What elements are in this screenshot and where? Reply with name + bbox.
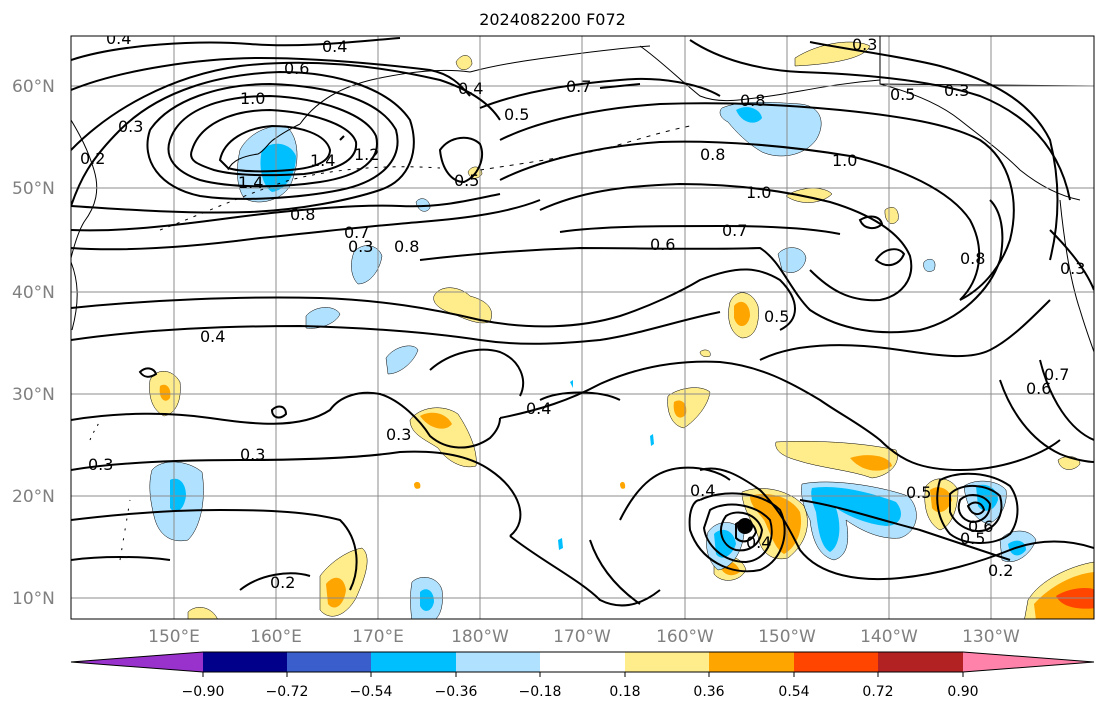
contour-label: 0.8 <box>290 205 315 224</box>
tropical-cyclone-marker <box>737 518 753 534</box>
lon-label: 170°E <box>352 627 404 647</box>
colorbar-tick-label: 0.72 <box>862 684 893 700</box>
lat-label: 50°N <box>12 179 55 199</box>
graticule <box>71 36 1094 619</box>
lat-label: 60°N <box>12 77 55 97</box>
contour-label: 0.5 <box>890 85 915 104</box>
latitude-labels: 60°N 50°N 40°N 30°N 20°N 10°N <box>12 77 55 609</box>
positive-shading <box>149 41 1094 619</box>
contour-label: 0.4 <box>690 481 715 500</box>
contour-label: 0.5 <box>960 529 985 548</box>
contour-label: 0.3 <box>1060 259 1085 278</box>
colorbar-max-extension <box>963 652 1094 672</box>
contour-label: 1.0 <box>832 151 857 170</box>
contour-label: 1.2 <box>354 145 379 164</box>
map-frame <box>70 35 1095 620</box>
contour-label: 0.5 <box>906 483 931 502</box>
contour-label: 0.4 <box>106 29 131 48</box>
contour-lines <box>71 37 1094 607</box>
contour-label: 0.7 <box>1044 365 1069 384</box>
lon-label: 160°E <box>250 627 302 647</box>
contour-label: 0.3 <box>852 35 877 54</box>
colorbar-tick-label: 0.54 <box>778 684 809 700</box>
contour-label: 0.6 <box>968 517 993 536</box>
lon-label: 160°W <box>656 627 714 647</box>
colorbar: −0.90 −0.72 −0.54 −0.36 −0.18 0.18 0.36 … <box>70 651 1095 700</box>
contour-label: 0.7 <box>344 223 369 242</box>
colorbar-tick-label: −0.18 <box>519 684 562 700</box>
contour-label: 0.3 <box>348 237 373 256</box>
lat-label: 20°N <box>12 487 55 507</box>
contour-label: 0.5 <box>764 307 789 326</box>
contour-label: 1.0 <box>746 183 771 202</box>
lat-label: 40°N <box>12 283 55 303</box>
colorbar-segment <box>371 652 456 672</box>
contour-label: 0.4 <box>746 533 771 552</box>
contour-label: 0.8 <box>740 91 765 110</box>
contour-label: 0.6 <box>650 235 675 254</box>
lon-label: 130°W <box>962 627 1020 647</box>
contour-label: 0.7 <box>722 221 747 240</box>
lon-label: 150°E <box>148 627 200 647</box>
contour-label: 0.2 <box>270 573 295 592</box>
plot-title: 2024082200 F072 <box>479 10 626 29</box>
colorbar-segment <box>540 652 625 672</box>
colorbar-segment <box>456 652 540 672</box>
contour-label: 0.7 <box>566 77 591 96</box>
contour-label: 0.8 <box>960 249 985 268</box>
lon-label: 150°W <box>758 627 816 647</box>
contour-label: 0.4 <box>322 37 347 56</box>
colorbar-tick-label: −0.90 <box>182 684 225 700</box>
colorbar-segment <box>709 652 794 672</box>
contour-label: 0.3 <box>88 455 113 474</box>
lon-label: 170°W <box>553 627 611 647</box>
contour-label: 0.4 <box>458 79 483 98</box>
colorbar-segment <box>203 652 287 672</box>
contour-label: 0.2 <box>988 561 1013 580</box>
contour-label: 0.3 <box>944 81 969 100</box>
lat-label: 10°N <box>12 589 55 609</box>
contour-label: 0.8 <box>700 145 725 164</box>
contour-label: 0.3 <box>118 117 143 136</box>
colorbar-tick-label: 0.18 <box>609 684 640 700</box>
colorbar-segment <box>287 652 371 672</box>
longitude-labels: 150°E 160°E 170°E 180°W 170°W 160°W 150°… <box>148 627 1020 647</box>
contour-label: 1.4 <box>310 151 335 170</box>
contour-label: 1.4 <box>238 173 263 192</box>
colorbar-tick-label: −0.36 <box>435 684 478 700</box>
contour-label: 0.3 <box>240 445 265 464</box>
contour-labels: 0.4 0.4 0.6 1.0 0.3 0.2 1.4 1.2 1.4 0.8 … <box>80 29 1085 592</box>
colorbar-min-extension <box>71 652 203 672</box>
lat-label: 30°N <box>12 385 55 405</box>
lon-label: 180°W <box>451 627 509 647</box>
colorbar-tick-label: −0.72 <box>266 684 309 700</box>
contour-label: 1.0 <box>240 89 265 108</box>
lon-label: 140°W <box>860 627 918 647</box>
colorbar-tick-label: 0.90 <box>947 684 978 700</box>
negative-shading <box>149 101 1037 619</box>
contour-label: 0.8 <box>394 237 419 256</box>
contour-label: 0.2 <box>80 149 105 168</box>
colorbar-segment <box>625 652 709 672</box>
contour-label: 0.5 <box>454 171 479 190</box>
colorbar-tick-label: −0.54 <box>350 684 393 700</box>
contour-label: 0.6 <box>1026 379 1051 398</box>
contour-label: 0.4 <box>200 327 225 346</box>
contour-label: 0.5 <box>504 105 529 124</box>
contour-label: 0.6 <box>284 59 309 78</box>
colorbar-tick-label: 0.36 <box>693 684 724 700</box>
colorbar-segment <box>794 652 878 672</box>
colorbar-segment <box>878 652 963 672</box>
contour-label: 0.4 <box>526 399 551 418</box>
contour-label: 0.3 <box>386 425 411 444</box>
